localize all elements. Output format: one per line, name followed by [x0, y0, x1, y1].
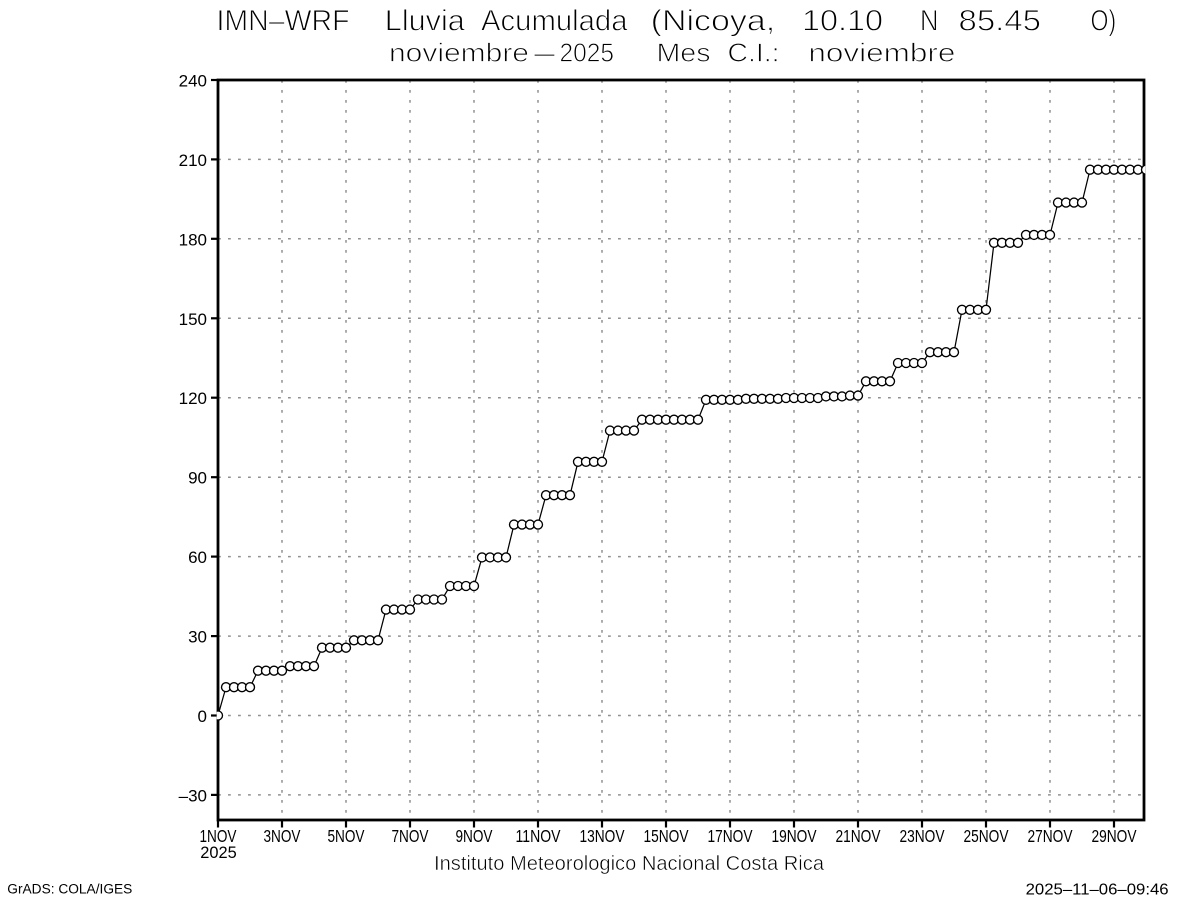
svg-text:10.10: 10.10 [802, 5, 883, 38]
svg-text:23NOV: 23NOV [900, 826, 945, 846]
svg-text:13NOV: 13NOV [580, 826, 625, 846]
svg-text:C.I.:: C.I.: [728, 38, 780, 68]
svg-text:N: N [920, 5, 939, 38]
svg-text:150: 150 [179, 310, 207, 329]
svg-text:Mes: Mes [657, 38, 711, 68]
svg-text:27NOV: 27NOV [1028, 826, 1073, 846]
svg-text:2025–11–06–09:46: 2025–11–06–09:46 [1026, 882, 1169, 899]
svg-text:3NOV: 3NOV [264, 826, 301, 846]
svg-text:5NOV: 5NOV [328, 826, 365, 846]
svg-text:19NOV: 19NOV [772, 826, 817, 846]
svg-text:11NOV: 11NOV [516, 826, 561, 846]
svg-text:25NOV: 25NOV [964, 826, 1009, 846]
svg-text:17NOV: 17NOV [708, 826, 753, 846]
svg-text:Acumulada: Acumulada [481, 5, 628, 38]
svg-text:noviembre: noviembre [808, 38, 955, 68]
svg-text:2025: 2025 [560, 38, 615, 68]
svg-text:29NOV: 29NOV [1092, 826, 1137, 846]
svg-text:–: – [534, 38, 556, 68]
svg-text:90: 90 [188, 469, 207, 488]
svg-text:180: 180 [179, 230, 207, 249]
svg-text:30: 30 [188, 628, 207, 647]
svg-text:15NOV: 15NOV [644, 826, 689, 846]
svg-text:85.45: 85.45 [959, 5, 1042, 38]
svg-text:Lluvia: Lluvia [385, 5, 465, 38]
svg-text:120: 120 [179, 389, 207, 408]
svg-text:21NOV: 21NOV [836, 826, 881, 846]
svg-text:2025: 2025 [200, 844, 237, 862]
svg-text:7NOV: 7NOV [392, 826, 429, 846]
svg-text:9NOV: 9NOV [456, 826, 493, 846]
svg-text:210: 210 [179, 151, 207, 170]
svg-text:GrADS: COLA/IGES: GrADS: COLA/IGES [7, 882, 132, 897]
svg-text:O): O) [1091, 5, 1117, 38]
svg-text:noviembre: noviembre [389, 38, 529, 68]
svg-text:60: 60 [188, 548, 207, 567]
svg-text:240: 240 [179, 72, 207, 91]
svg-text:0: 0 [198, 707, 207, 726]
svg-text:1NOV: 1NOV [200, 826, 237, 846]
svg-text:IMN–WRF: IMN–WRF [217, 5, 350, 38]
svg-text:(Nicoya,: (Nicoya, [651, 5, 776, 38]
svg-text:Instituto Meteorologico Nacion: Instituto Meteorologico Nacional Costa R… [434, 853, 825, 875]
svg-text:–30: –30 [179, 786, 207, 805]
